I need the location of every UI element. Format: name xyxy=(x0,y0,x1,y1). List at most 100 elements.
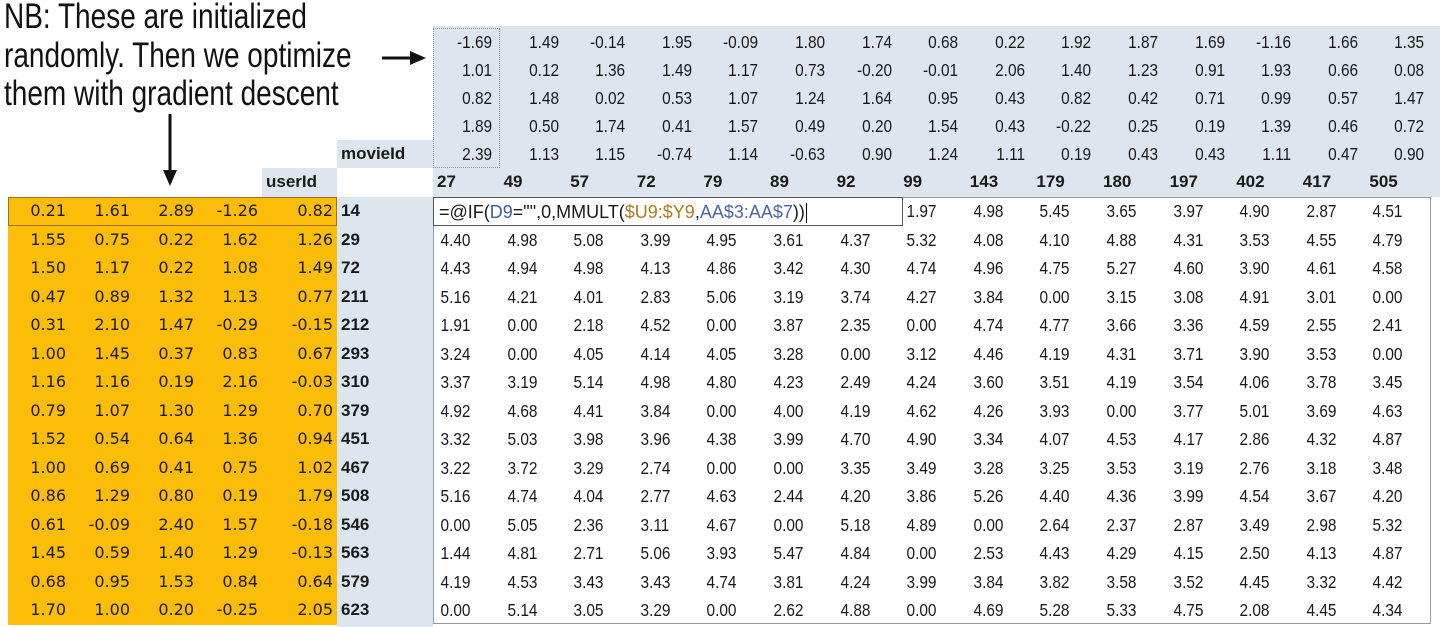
user-factor-cell[interactable]: 0.31 xyxy=(30,315,66,334)
movie-factor-cell[interactable]: 0.82 xyxy=(462,88,493,108)
prediction-cell[interactable]: 4.24 xyxy=(906,372,937,392)
user-id-header[interactable]: 29 xyxy=(341,229,360,249)
movie-factor-cell[interactable]: 0.43 xyxy=(1194,144,1225,164)
prediction-cell[interactable]: 4.79 xyxy=(1372,229,1403,250)
prediction-cell[interactable]: 3.65 xyxy=(1106,201,1137,221)
prediction-cell[interactable]: 4.07 xyxy=(1039,429,1070,449)
user-factor-cell[interactable]: 0.19 xyxy=(222,486,258,505)
movie-id-header[interactable]: 505 xyxy=(1369,172,1398,191)
movie-factor-cell[interactable]: 0.90 xyxy=(861,144,892,164)
user-factor-cell[interactable]: 1.47 xyxy=(158,315,194,334)
movie-factor-cell[interactable]: -0.14 xyxy=(590,32,626,52)
prediction-cell[interactable]: 5.16 xyxy=(440,286,471,307)
movie-factor-cell[interactable]: -0.01 xyxy=(923,60,959,80)
prediction-cell[interactable]: 4.60 xyxy=(1173,258,1204,278)
prediction-cell[interactable]: 0.00 xyxy=(1372,343,1403,364)
prediction-cell[interactable]: 3.99 xyxy=(640,229,671,250)
user-factor-cell[interactable]: 1.29 xyxy=(94,486,130,505)
movie-factor-cell[interactable]: 0.57 xyxy=(1327,88,1358,108)
prediction-cell[interactable]: 4.17 xyxy=(1173,429,1204,449)
prediction-cell[interactable]: 1.44 xyxy=(440,543,471,563)
prediction-cell[interactable]: 3.19 xyxy=(1173,457,1204,478)
prediction-cell[interactable]: 3.84 xyxy=(973,571,1004,592)
prediction-cell[interactable]: 3.08 xyxy=(1173,286,1204,307)
prediction-cell[interactable]: 3.90 xyxy=(1239,343,1270,364)
prediction-cell[interactable]: 2.36 xyxy=(573,514,604,535)
prediction-cell[interactable]: 0.00 xyxy=(1372,286,1403,307)
prediction-cell[interactable]: 0.00 xyxy=(706,400,737,421)
prediction-cell[interactable]: 4.80 xyxy=(706,372,737,392)
user-factor-cell[interactable]: 1.62 xyxy=(222,229,258,249)
prediction-cell[interactable]: 3.99 xyxy=(773,429,804,449)
prediction-cell[interactable]: 4.00 xyxy=(773,400,804,421)
movie-factor-cell[interactable]: 0.42 xyxy=(1128,88,1159,108)
prediction-cell[interactable]: 0.00 xyxy=(906,543,937,563)
user-factor-cell[interactable]: 0.94 xyxy=(297,429,333,448)
user-factor-cell[interactable]: 0.86 xyxy=(30,486,66,505)
prediction-cell[interactable]: 4.23 xyxy=(773,372,804,392)
movie-id-header[interactable]: 79 xyxy=(703,172,723,191)
user-factor-cell[interactable]: 2.89 xyxy=(158,201,194,220)
prediction-cell[interactable]: 4.54 xyxy=(1239,486,1270,506)
movie-factor-cell[interactable]: 1.74 xyxy=(595,116,626,136)
prediction-cell[interactable]: 3.42 xyxy=(773,258,804,278)
user-factor-cell[interactable]: 0.95 xyxy=(94,571,130,591)
prediction-cell[interactable]: 0.00 xyxy=(706,457,737,478)
prediction-cell[interactable]: 4.05 xyxy=(573,343,604,364)
prediction-cell[interactable]: 3.87 xyxy=(773,315,804,335)
prediction-cell[interactable]: 2.77 xyxy=(640,486,671,506)
movie-factor-cell[interactable]: 0.72 xyxy=(1394,116,1425,136)
prediction-cell[interactable]: 2.87 xyxy=(1306,201,1337,221)
prediction-cell[interactable]: 4.30 xyxy=(840,258,871,278)
prediction-cell[interactable]: 4.74 xyxy=(973,315,1004,335)
prediction-cell[interactable]: 3.84 xyxy=(973,286,1004,307)
movie-factor-cell[interactable]: 0.82 xyxy=(1061,88,1092,108)
prediction-cell[interactable]: 5.06 xyxy=(640,543,671,563)
prediction-cell[interactable]: 5.28 xyxy=(1039,600,1070,620)
prediction-cell[interactable]: 4.87 xyxy=(1372,429,1403,449)
prediction-cell[interactable]: 3.37 xyxy=(440,372,471,392)
prediction-cell[interactable]: 3.51 xyxy=(1039,372,1070,392)
movie-factor-cell[interactable]: -0.20 xyxy=(856,60,892,80)
prediction-cell[interactable]: 3.28 xyxy=(973,457,1004,478)
prediction-cell[interactable]: 0.00 xyxy=(706,315,737,335)
prediction-cell[interactable]: 2.86 xyxy=(1239,429,1270,449)
movie-factor-cell[interactable]: 0.53 xyxy=(661,88,692,108)
prediction-cell[interactable]: 4.05 xyxy=(706,343,737,364)
prediction-cell[interactable]: 2.49 xyxy=(840,372,871,392)
prediction-cell[interactable]: 3.66 xyxy=(1106,315,1137,335)
user-id-header[interactable]: 72 xyxy=(341,258,360,277)
user-factor-cell[interactable]: 0.41 xyxy=(158,457,194,477)
prediction-cell[interactable]: 4.58 xyxy=(1372,258,1403,278)
prediction-cell[interactable]: 4.31 xyxy=(1106,343,1137,364)
movie-factor-cell[interactable]: 1.69 xyxy=(1194,32,1225,52)
movie-id-header[interactable]: 402 xyxy=(1236,172,1265,191)
prediction-cell[interactable]: 4.74 xyxy=(706,571,737,592)
movie-id-header[interactable]: 72 xyxy=(636,172,656,191)
prediction-cell[interactable]: 4.45 xyxy=(1239,571,1270,592)
movie-id-header[interactable]: 49 xyxy=(503,172,523,191)
prediction-cell[interactable]: 2.87 xyxy=(1173,514,1204,535)
movie-factor-cell[interactable]: 1.11 xyxy=(1262,144,1292,164)
prediction-cell[interactable]: 3.05 xyxy=(573,600,604,620)
user-factor-cell[interactable]: 1.13 xyxy=(222,286,258,306)
movie-factor-cell[interactable]: 1.01 xyxy=(462,60,493,80)
movie-factor-cell[interactable]: 0.12 xyxy=(528,60,559,80)
user-factor-cell[interactable]: 0.83 xyxy=(222,343,258,363)
user-factor-cell[interactable]: 1.16 xyxy=(30,372,66,391)
prediction-cell[interactable]: 3.48 xyxy=(1372,457,1403,478)
user-factor-cell[interactable]: 2.40 xyxy=(158,514,194,534)
prediction-cell[interactable]: 2.50 xyxy=(1239,543,1270,563)
movie-factor-cell[interactable]: -0.09 xyxy=(723,32,759,52)
prediction-cell[interactable]: 5.06 xyxy=(706,286,737,307)
prediction-cell[interactable]: 4.37 xyxy=(840,229,871,250)
prediction-cell[interactable]: 3.58 xyxy=(1106,571,1137,592)
prediction-cell[interactable]: 4.74 xyxy=(906,258,937,278)
prediction-cell[interactable]: 3.19 xyxy=(507,372,538,392)
prediction-cell[interactable]: 2.76 xyxy=(1239,457,1270,478)
movie-factor-cell[interactable]: 1.92 xyxy=(1061,32,1092,52)
prediction-cell[interactable]: 4.88 xyxy=(840,600,871,620)
prediction-cell[interactable]: 3.99 xyxy=(906,571,937,592)
user-factor-cell[interactable]: -0.03 xyxy=(291,372,333,391)
prediction-cell[interactable]: 4.26 xyxy=(973,400,1004,421)
